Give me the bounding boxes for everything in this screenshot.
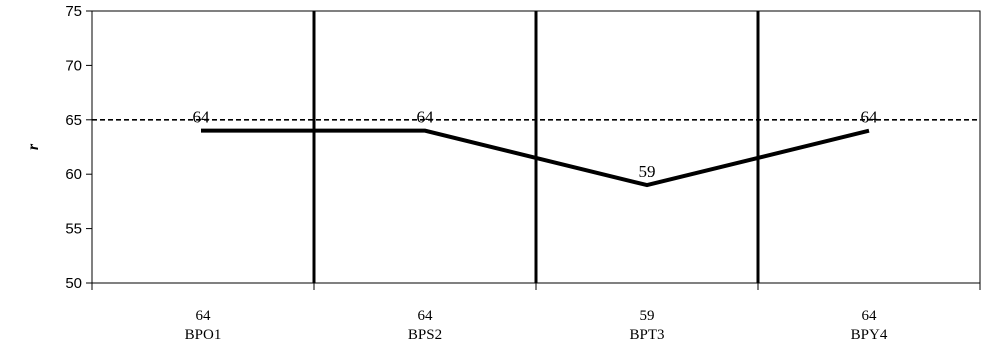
y-tick-label: 60 <box>65 166 82 183</box>
y-axis-label: r <box>25 143 42 150</box>
category-label: BPY4 <box>851 327 888 343</box>
y-tick-label: 65 <box>65 112 82 129</box>
category-separators <box>312 11 760 283</box>
plot-area: 50 55 60 65 70 75 64 BPO1 64 BPS2 59 BPT3 64 BPY4 64… <box>65 3 981 343</box>
category-label: BPT3 <box>629 327 664 343</box>
category-label: BPO1 <box>185 327 222 343</box>
y-tick-label: 55 <box>65 221 82 238</box>
category-value-label: 59 <box>640 308 655 324</box>
y-tick-label: 75 <box>65 3 82 20</box>
series-line <box>201 128 870 188</box>
x-axis: 64 BPO1 64 BPS2 59 BPT3 64 BPY4 <box>91 283 981 343</box>
category-value-label: 64 <box>196 308 212 324</box>
y-tick-label: 50 <box>65 275 82 292</box>
y-tick-label: 70 <box>65 57 82 74</box>
y-axis: 50 55 60 65 70 75 <box>65 3 92 292</box>
data-labels: 64 64 59 64 <box>193 108 879 181</box>
category-value-label: 64 <box>418 308 434 324</box>
data-label: 64 <box>193 108 211 127</box>
data-label: 59 <box>639 162 656 181</box>
data-label: 64 <box>417 108 435 127</box>
data-label: 64 <box>861 108 879 127</box>
category-value-label: 64 <box>862 308 878 324</box>
category-label: BPS2 <box>408 327 442 343</box>
